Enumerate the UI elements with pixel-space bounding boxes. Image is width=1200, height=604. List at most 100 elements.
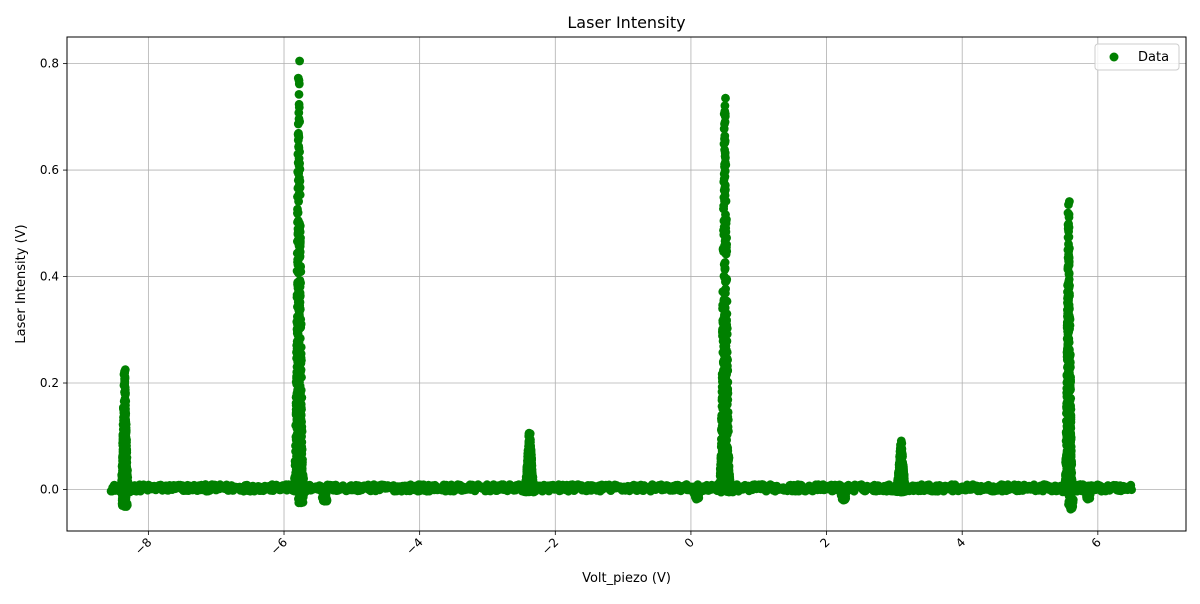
data-point [721,196,731,206]
data-point [1063,208,1073,218]
data-point [119,416,129,426]
data-point [297,445,307,455]
data-point [1062,405,1072,414]
data-point [722,315,731,325]
data-point [120,406,130,416]
data-point [896,440,905,450]
data-point [719,124,729,134]
data-point [292,379,302,389]
data-point [1062,384,1072,393]
data-point [722,233,731,243]
data-point [717,478,727,488]
data-point [293,406,303,416]
data-point [721,153,730,163]
data-point [121,450,130,459]
data-point [1065,197,1074,206]
data-point [294,287,303,296]
data-point [1063,434,1072,444]
y-tick-label-3: 0.6 [40,163,59,177]
data-point [839,495,848,505]
data-point [1063,459,1072,469]
y-tick-label-0: 0.0 [40,482,59,496]
data-point [293,149,303,159]
data-point [1063,340,1073,350]
data-point [121,423,131,433]
data-point [121,486,130,495]
data-point [293,209,302,218]
legend-entry-data: Data [1138,50,1169,65]
data-point [294,161,304,171]
plot-frame [66,36,1187,532]
data-point [524,437,534,447]
data-point [722,370,731,379]
data-point [294,191,304,200]
data-point [694,486,703,496]
data-point [1063,245,1073,255]
data-point [721,93,730,103]
data-point [1063,293,1072,303]
data-point [320,486,330,495]
data-point [722,296,731,306]
data-point [527,477,537,487]
data-point [295,371,305,380]
data-point [721,284,730,294]
data-point [896,478,906,487]
data-point [1063,423,1072,433]
data-point [840,487,850,497]
data-point [295,263,305,273]
data-point [720,383,730,392]
data-point [1065,414,1075,424]
data-point [721,351,730,361]
legend: Data [1094,43,1180,71]
chart-title: Laser Intensity [567,13,685,32]
data-point [296,490,306,499]
data-point [720,215,730,224]
data-point [522,485,532,495]
data-point [120,461,129,471]
data-point [295,352,305,361]
data-point [1065,281,1074,290]
data-point [692,494,701,504]
data-point [121,492,131,502]
data-point [900,485,910,495]
legend-box [1094,43,1180,71]
data-point [527,453,536,463]
data-point [292,340,302,350]
data-point [1064,232,1074,242]
data-point [293,224,303,234]
data-point [120,380,129,389]
data-point [721,308,730,318]
data-point [720,437,730,446]
data-point [295,276,305,285]
data-point [726,481,735,491]
data-point [720,402,729,411]
y-ticks: 0.00.20.40.60.8 [40,57,67,496]
y-tick-label-2: 0.4 [40,270,59,284]
data-point [294,181,304,190]
data-point [1064,223,1074,232]
data-point [720,131,730,141]
data-point [720,101,730,111]
data-point [524,431,534,441]
data-point [720,390,730,400]
data-point [1065,349,1075,359]
data-point [1064,307,1073,317]
data-point [898,464,908,474]
data-point [294,387,304,397]
data-point [293,312,302,321]
data-point [294,419,304,428]
data-point [295,56,304,66]
data-point [1064,274,1074,284]
data-point [1063,333,1073,343]
data-point [722,463,732,473]
data-point [294,197,303,206]
data-point [293,216,303,226]
data-point [721,277,730,287]
data-point [718,244,728,254]
data-point [293,73,303,83]
data-point [717,416,726,426]
legend-marker [1109,52,1119,62]
